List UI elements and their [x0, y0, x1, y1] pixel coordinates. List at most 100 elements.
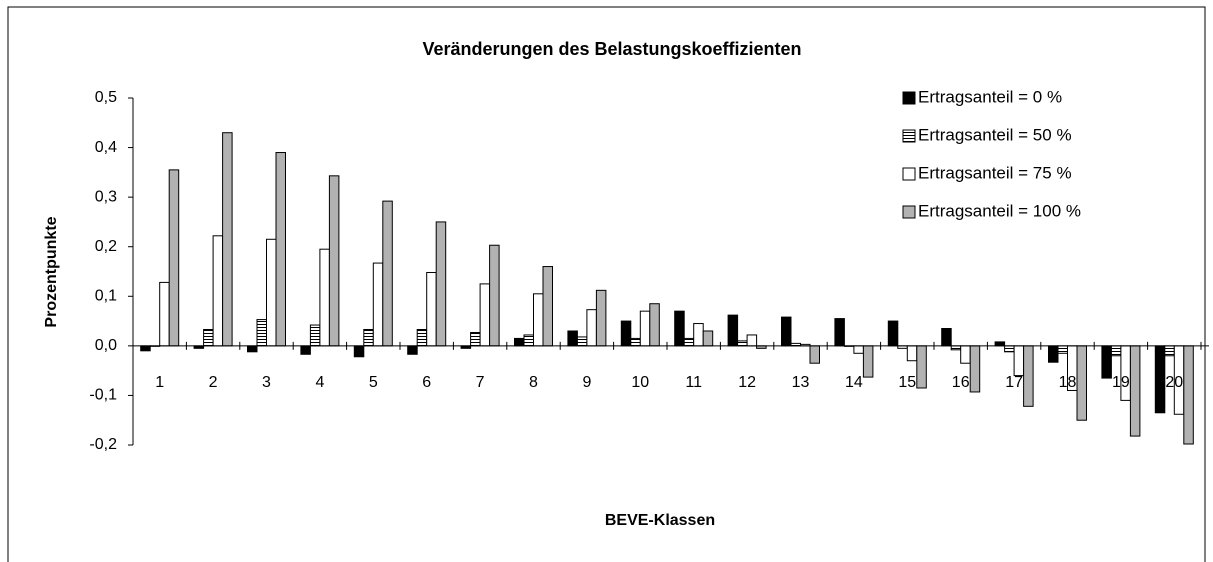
- bar: [781, 316, 792, 347]
- x-tick-label: 6: [422, 374, 431, 391]
- x-tick-label: 9: [582, 374, 591, 391]
- y-tick-label: 0,0: [95, 337, 117, 354]
- bar: [256, 319, 267, 347]
- bar: [266, 238, 277, 347]
- bar: [1120, 345, 1131, 401]
- x-tick-label: 20: [1165, 374, 1183, 391]
- x-tick-label: 16: [952, 374, 970, 391]
- bar: [159, 281, 170, 347]
- bar: [727, 314, 739, 347]
- bar: [300, 345, 311, 355]
- bar: [328, 175, 340, 347]
- bar: [809, 345, 820, 364]
- bar: [212, 235, 224, 347]
- x-tick-label: 14: [845, 374, 863, 391]
- bar: [916, 345, 927, 389]
- bar: [407, 345, 418, 355]
- chart-title: Veränderungen des Belastungskoeffiziente…: [422, 39, 801, 59]
- bar: [1110, 345, 1122, 357]
- bar: [319, 248, 330, 347]
- x-tick-label: 1: [155, 374, 164, 391]
- bar: [533, 293, 544, 347]
- x-tick-label: 11: [685, 374, 702, 391]
- bar: [489, 244, 500, 347]
- bar: [595, 289, 607, 347]
- y-axis-title: Prozentpunkte: [43, 216, 60, 327]
- bar: [275, 152, 286, 347]
- bar: [1101, 345, 1112, 379]
- y-tick-label: 0,3: [95, 188, 117, 205]
- bar: [834, 318, 845, 347]
- bar: [1057, 345, 1068, 354]
- x-tick-label: 19: [1112, 374, 1130, 391]
- y-tick-label: -0,2: [89, 436, 117, 453]
- bar: [479, 283, 491, 347]
- bar: [906, 345, 918, 362]
- bar: [994, 341, 1006, 347]
- bar: [203, 328, 214, 347]
- bar: [247, 345, 258, 353]
- bar: [426, 271, 437, 347]
- legend-swatch: [902, 205, 916, 219]
- x-tick-label: 12: [738, 374, 756, 391]
- bar: [514, 337, 525, 347]
- legend-text: Ertragsanteil = 100 %: [918, 201, 1081, 220]
- bar: [353, 345, 365, 358]
- bar: [435, 221, 447, 347]
- bar: [693, 323, 704, 347]
- bar: [168, 169, 180, 347]
- bar: [630, 337, 641, 347]
- bar: [576, 336, 588, 347]
- bar: [416, 328, 428, 347]
- legend-text: Ertragsanteil = 50 %: [918, 125, 1072, 144]
- bar: [862, 345, 874, 378]
- bar: [639, 310, 651, 347]
- x-tick-label: 8: [529, 374, 538, 391]
- bar: [523, 334, 534, 347]
- x-tick-label: 18: [1059, 374, 1077, 391]
- bar: [1164, 345, 1175, 357]
- x-tick-label: 4: [315, 374, 324, 391]
- bar: [363, 328, 374, 347]
- bar: [542, 266, 553, 347]
- y-tick-label: 0,4: [95, 139, 117, 156]
- bar: [1004, 345, 1015, 353]
- x-tick-label: 15: [898, 374, 916, 391]
- x-tick-label: 2: [209, 374, 218, 391]
- bar: [1013, 345, 1025, 377]
- bar: [702, 330, 714, 347]
- chart-frame: [7, 6, 1206, 562]
- x-tick-label: 17: [1005, 374, 1023, 391]
- y-tick-label: 0,1: [95, 288, 117, 305]
- bar: [941, 328, 952, 347]
- bar: [222, 132, 233, 347]
- x-tick-label: 13: [792, 374, 810, 391]
- x-tick-label: 3: [262, 374, 271, 391]
- bar: [1023, 345, 1034, 407]
- x-axis-title: BEVE-Klassen: [605, 512, 715, 529]
- bar: [960, 345, 971, 364]
- y-tick-label: 0,5: [95, 89, 117, 106]
- legend-swatch: [902, 91, 916, 105]
- x-tick-label: 7: [476, 374, 485, 391]
- bar: [737, 340, 748, 347]
- bar: [382, 200, 393, 347]
- legend-text: Ertragsanteil = 75 %: [918, 163, 1072, 182]
- bar: [620, 320, 632, 347]
- bar: [950, 345, 962, 351]
- bar: [1076, 345, 1087, 421]
- bar: [140, 345, 151, 352]
- bar: [586, 309, 597, 347]
- bar: [1183, 345, 1194, 445]
- bar: [674, 310, 685, 347]
- bar: [470, 331, 481, 347]
- bar: [1048, 345, 1059, 363]
- bar: [683, 337, 695, 347]
- bar: [1154, 345, 1166, 414]
- y-tick-label: 0,2: [95, 238, 117, 255]
- y-tick-label: -0,1: [89, 387, 117, 404]
- bar: [567, 330, 578, 347]
- x-tick-label: 5: [369, 374, 378, 391]
- bar: [309, 324, 321, 347]
- x-tick-label: 10: [631, 374, 649, 391]
